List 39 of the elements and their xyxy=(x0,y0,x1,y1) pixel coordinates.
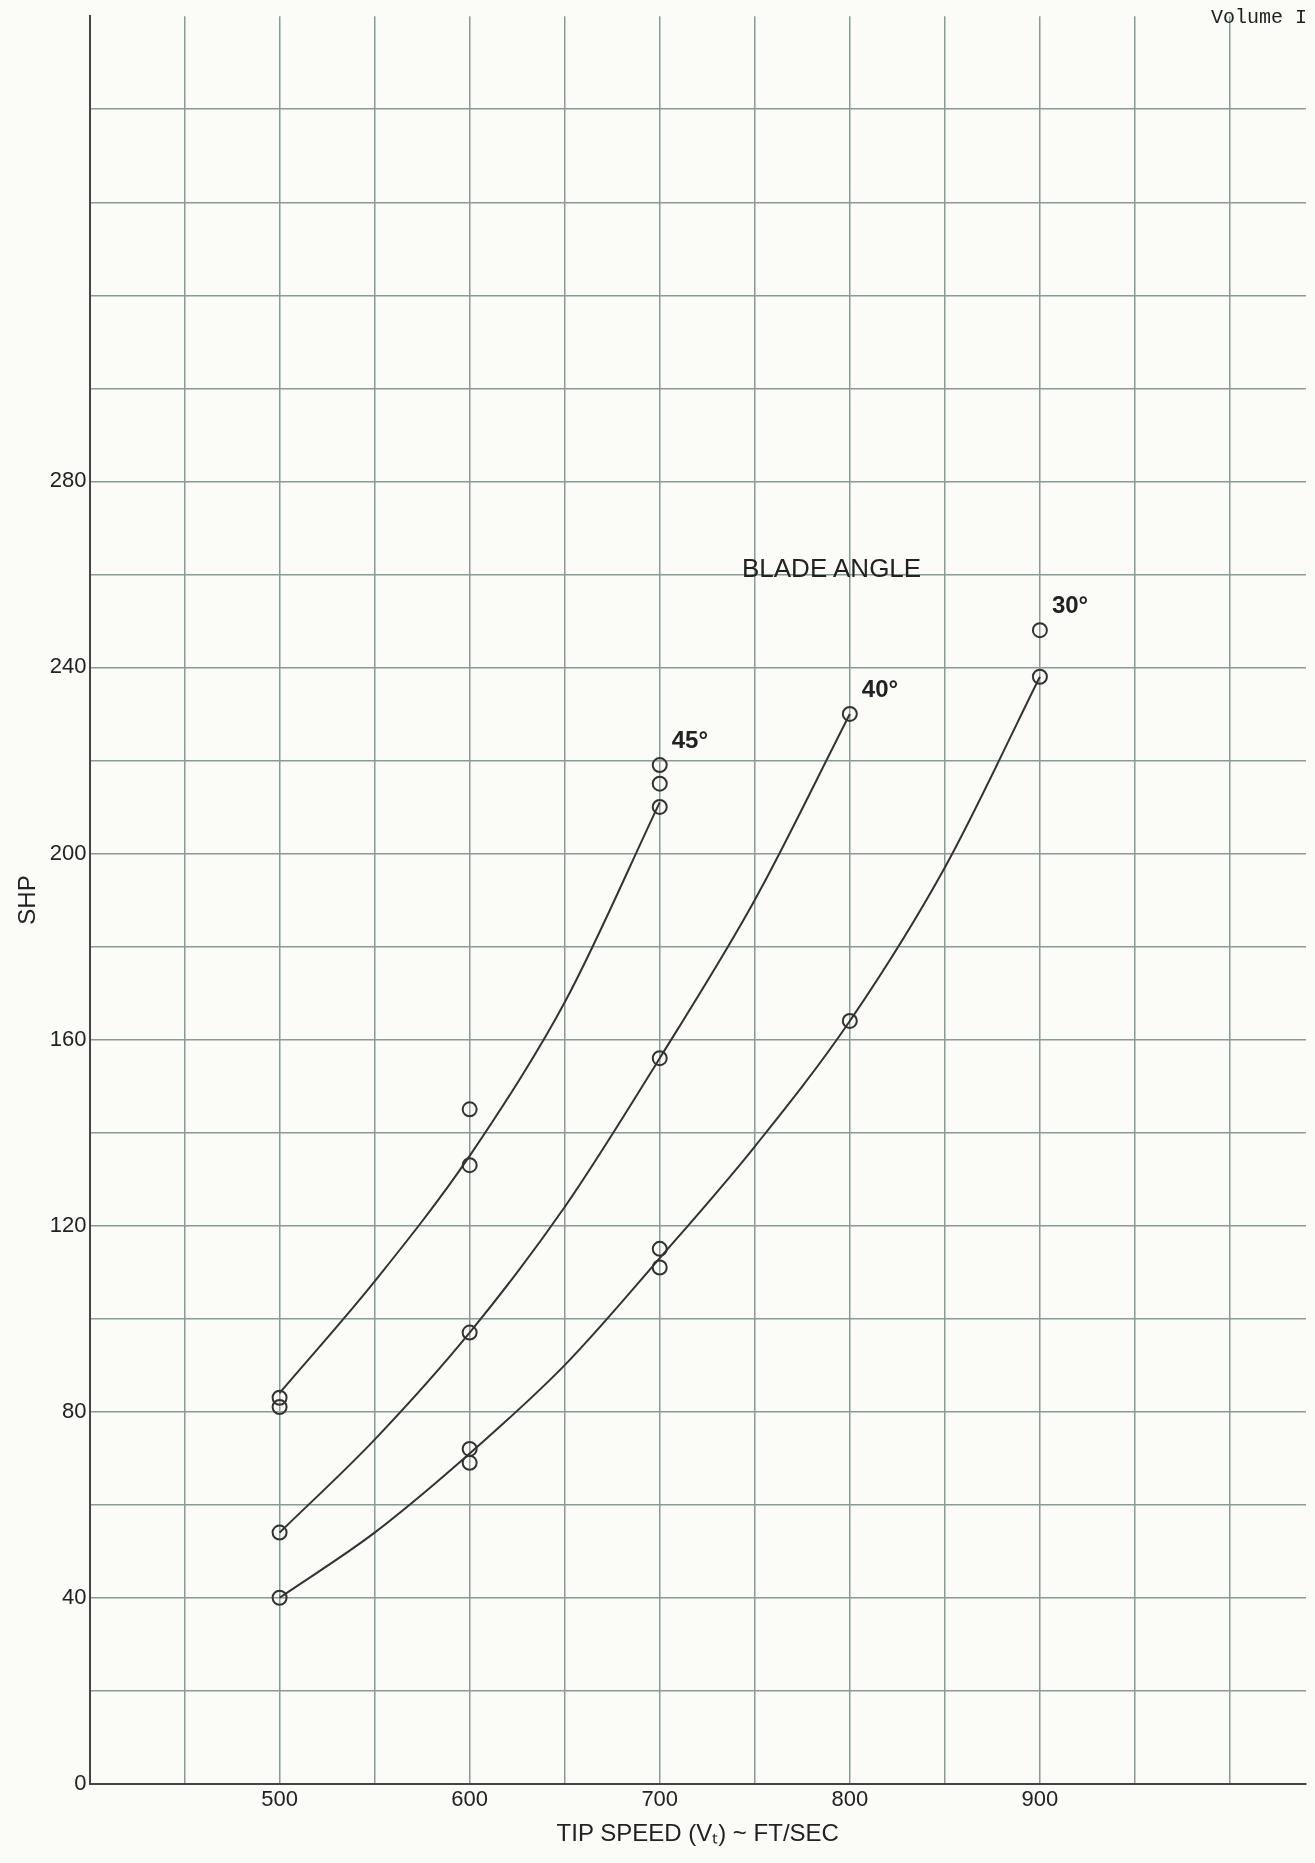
point xyxy=(1031,622,1048,639)
series-label: 30° xyxy=(1051,590,1089,618)
y-tick-label: 0 xyxy=(74,1769,87,1795)
point xyxy=(271,1524,288,1541)
point xyxy=(841,1012,858,1029)
point xyxy=(461,1324,478,1341)
y-axis-title: SHP xyxy=(13,875,41,925)
point xyxy=(271,1389,288,1406)
point xyxy=(651,1050,668,1067)
point xyxy=(651,1240,668,1257)
point xyxy=(271,1399,288,1416)
point xyxy=(651,775,668,792)
series-label: 45° xyxy=(671,725,709,753)
point xyxy=(651,1259,668,1276)
annotation: BLADE ANGLE xyxy=(741,552,922,583)
y-tick-label: 160 xyxy=(49,1025,87,1051)
point xyxy=(651,798,668,815)
y-tick-label: 120 xyxy=(49,1211,87,1237)
point xyxy=(461,1454,478,1471)
x-tick-label: 500 xyxy=(261,1786,298,1812)
y-tick-label: 40 xyxy=(62,1583,87,1609)
x-tick-label: 600 xyxy=(451,1786,489,1812)
point xyxy=(271,1589,288,1606)
y-tick-label: 280 xyxy=(49,467,87,493)
point xyxy=(461,1101,478,1118)
x-tick-label: 900 xyxy=(1021,1786,1059,1812)
series-label: 40° xyxy=(861,674,899,702)
point xyxy=(461,1157,478,1174)
point xyxy=(841,705,858,722)
x-tick-label: 700 xyxy=(641,1786,679,1812)
annotation: Volume I xyxy=(1210,6,1307,30)
x-tick-label: 800 xyxy=(831,1786,869,1812)
y-tick-label: 200 xyxy=(49,839,87,865)
point xyxy=(651,757,668,774)
y-tick-label: 240 xyxy=(49,653,87,679)
point xyxy=(461,1440,478,1457)
point xyxy=(1031,668,1048,685)
y-tick-label: 80 xyxy=(62,1397,87,1423)
x-axis-title: TIP SPEED (Vₜ) ~ FT/SEC xyxy=(556,1819,839,1847)
